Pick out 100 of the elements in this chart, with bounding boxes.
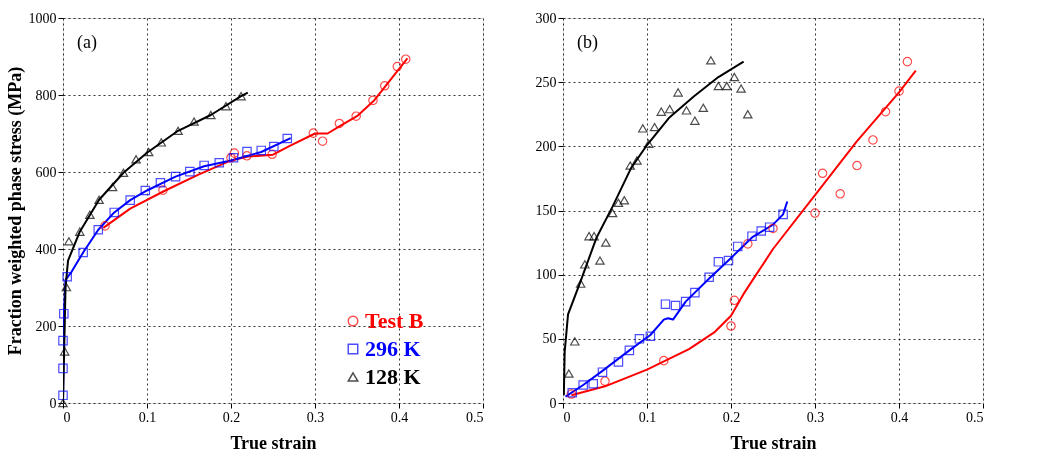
point: [613, 357, 624, 367]
point: [729, 72, 740, 82]
point: [690, 116, 700, 125]
point: [94, 195, 104, 204]
point: [317, 136, 328, 146]
y-tick-label: 50: [542, 331, 557, 347]
point: [236, 91, 246, 101]
y-axis-title: Fraction weighted phase stress (MPa): [4, 66, 26, 356]
point: [156, 138, 167, 147]
annotation: (a): [77, 32, 97, 53]
point: [173, 126, 183, 136]
y-tick-label: 100: [535, 267, 557, 283]
point: [334, 118, 345, 129]
point: [764, 222, 775, 232]
point: [659, 355, 669, 366]
point: [584, 231, 594, 241]
point: [619, 196, 630, 205]
point: [206, 110, 216, 120]
point: [58, 390, 68, 401]
point: [613, 198, 624, 208]
point: [256, 145, 267, 156]
point: [575, 279, 586, 288]
point: [817, 168, 828, 179]
y-tick-label: 250: [535, 74, 557, 90]
x-axis-title: True strain: [230, 432, 317, 453]
point: [62, 271, 72, 282]
y-tick-label: 600: [35, 164, 57, 180]
point: [59, 347, 70, 356]
x-tick-label: 0.2: [722, 409, 741, 425]
x-tick-label: 0.1: [138, 409, 157, 425]
point: [107, 182, 118, 192]
point: [680, 296, 691, 307]
point: [835, 189, 845, 199]
point: [379, 80, 390, 91]
point: [578, 380, 588, 390]
point: [868, 135, 878, 145]
point: [85, 210, 95, 219]
point: [109, 207, 120, 218]
point: [199, 160, 209, 171]
y-tick-label: 0: [49, 395, 57, 411]
point: [713, 257, 724, 267]
point: [267, 149, 277, 160]
point: [185, 166, 195, 177]
point: [643, 139, 654, 148]
point: [125, 195, 135, 205]
point: [155, 178, 166, 188]
point: [756, 226, 767, 236]
point: [624, 345, 635, 356]
legend-label: 128 K: [365, 364, 421, 389]
point: [704, 272, 714, 283]
point: [221, 101, 231, 111]
y-tick-label: 200: [35, 318, 57, 334]
point: [143, 147, 154, 157]
y-tick-label: 400: [35, 241, 57, 257]
point: [600, 376, 610, 386]
x-tick-label: 0.5: [466, 409, 484, 425]
point: [308, 128, 319, 138]
point: [58, 363, 68, 374]
point: [810, 208, 820, 218]
point: [690, 287, 700, 298]
point: [778, 209, 788, 220]
point: [852, 160, 862, 171]
x-tick-label: 0.4: [390, 409, 409, 425]
x-tick-label: 0.3: [806, 409, 825, 425]
x-tick-label: 0.1: [638, 409, 657, 425]
x-axis-title: True strain: [730, 432, 817, 453]
point: [131, 155, 141, 164]
point: [595, 256, 605, 265]
point: [664, 104, 675, 114]
point: [681, 106, 692, 115]
point: [706, 56, 716, 65]
point: [93, 224, 104, 235]
point: [229, 148, 240, 158]
point: [747, 231, 757, 241]
x-tick-label: 0: [63, 409, 71, 425]
point: [768, 223, 778, 234]
point: [269, 141, 279, 152]
point: [61, 282, 72, 292]
point: [607, 208, 618, 218]
legend-label: Test B: [365, 308, 424, 333]
point: [282, 133, 293, 144]
point: [634, 334, 645, 344]
point: [170, 171, 181, 182]
point: [729, 295, 740, 306]
point: [660, 299, 671, 309]
legend-label: 296 K: [365, 336, 421, 361]
y-tick-label: 800: [35, 87, 57, 103]
point: [713, 81, 724, 91]
point: [597, 367, 608, 377]
x-tick-label: 0: [563, 409, 571, 425]
point: [588, 378, 599, 389]
point: [214, 157, 225, 168]
point: [601, 238, 611, 247]
point: [242, 146, 252, 157]
point: [698, 103, 709, 113]
point: [902, 56, 913, 67]
point: [645, 331, 656, 342]
y-tick-label: 150: [535, 203, 557, 218]
y-tick-label: 1000: [28, 10, 57, 26]
point: [723, 255, 734, 266]
